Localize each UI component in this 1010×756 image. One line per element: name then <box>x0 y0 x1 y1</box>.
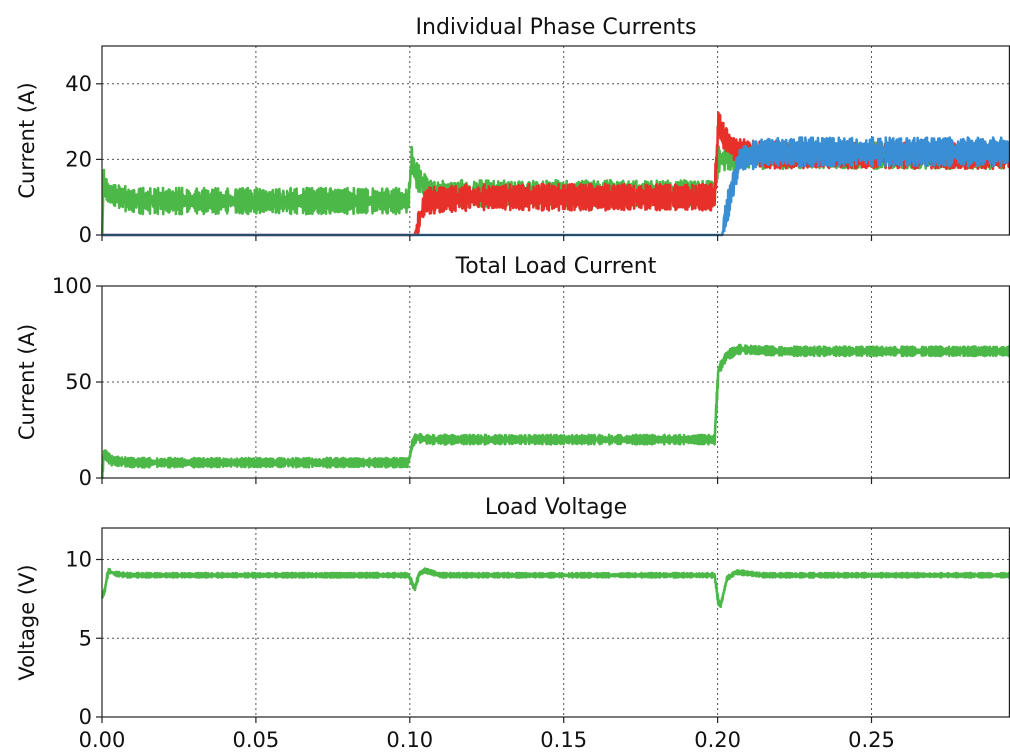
chart-title: Load Voltage <box>485 495 627 520</box>
chart-panel-1: 0 20 40 Individual Phase Currents Current (A… <box>15 15 1010 247</box>
y-axis-label: Current (A) <box>15 324 39 440</box>
x-tick-label: 0.25 <box>848 728 895 752</box>
y-tick-label: 5 <box>79 626 92 650</box>
y-tick-label: 0 <box>79 223 92 247</box>
y-tick-label: 10 <box>65 548 92 572</box>
chart-title: Individual Phase Currents <box>416 15 697 40</box>
chart-title: Total Load Current <box>455 254 657 279</box>
chart-panel-3: 0 5 10 0.00 0.05 0.10 0.15 0.20 0.25 Load Voltage… <box>15 495 1010 752</box>
x-tick-label: 0.05 <box>233 728 280 752</box>
plot-frame <box>101 527 1010 718</box>
y-axis-label: Current (A) <box>15 82 39 198</box>
y-axis-label: Voltage (V) <box>15 564 39 680</box>
series-line-red <box>101 111 1010 237</box>
chart-panel-2: 0 50 100 Total Load Current Current (A) <box>15 254 1010 490</box>
y-tick-label: 20 <box>65 147 92 171</box>
x-tick-label: 0.10 <box>386 728 433 752</box>
y-tick-label: 100 <box>52 274 92 298</box>
y-tick-label: 0 <box>79 705 92 729</box>
y-tick-label: 40 <box>65 72 92 96</box>
y-tick-label: 50 <box>65 370 92 394</box>
series-line-green <box>101 343 1010 480</box>
y-tick-label: 0 <box>79 466 92 490</box>
x-tick-label: 0.20 <box>694 728 741 752</box>
plot-frame <box>101 45 1010 236</box>
x-tick-label: 0.00 <box>79 728 126 752</box>
series-line-green <box>100 567 1010 609</box>
x-tick-label: 0.15 <box>540 728 587 752</box>
